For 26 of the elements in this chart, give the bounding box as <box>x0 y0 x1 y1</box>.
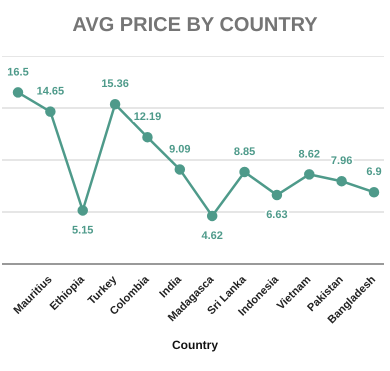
point <box>272 190 282 200</box>
point <box>239 166 250 178</box>
chart-title: AVG PRICE BY COUNTRY <box>71 14 319 37</box>
data-label: 14.65 <box>36 86 64 98</box>
data-label: 9.09 <box>169 143 191 156</box>
data-label: 7.96 <box>330 155 352 168</box>
point <box>304 169 315 180</box>
point <box>12 87 24 98</box>
point <box>368 186 380 198</box>
point <box>142 132 153 142</box>
data-label: 6.9 <box>366 166 382 178</box>
data-label: 8.62 <box>298 148 320 160</box>
data-label: 16.5 <box>7 66 29 78</box>
data-label: 5.15 <box>72 224 94 236</box>
data-label: 12.19 <box>134 111 162 124</box>
point <box>110 99 120 110</box>
point <box>45 106 56 117</box>
point <box>77 205 88 216</box>
point <box>174 164 186 175</box>
data-label: 4.62 <box>201 230 223 242</box>
data-label: 15.36 <box>101 78 129 90</box>
data-label: 6.63 <box>266 208 288 221</box>
data-label: 8.85 <box>234 146 256 158</box>
point <box>206 210 218 222</box>
point <box>336 176 347 186</box>
x-axis-title: Country <box>171 338 219 352</box>
